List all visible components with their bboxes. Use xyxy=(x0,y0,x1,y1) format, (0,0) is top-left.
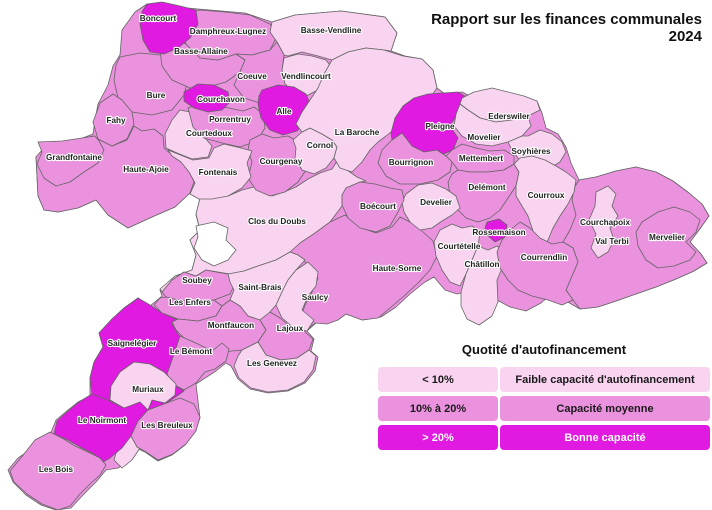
commune-label-la-baroche: La Baroche xyxy=(335,128,380,137)
commune-label-vendlincourt: Vendlincourt xyxy=(281,72,331,81)
legend-chip-low: < 10% xyxy=(378,367,498,392)
legend-desc-low: Faible capacité d'autofinancement xyxy=(500,367,710,392)
legend-chip-high: > 20% xyxy=(378,425,498,450)
commune-label-soyhieres: Soyhières xyxy=(511,147,551,156)
commune-saulcy xyxy=(275,261,319,332)
legend-title: Quotité d'autofinancement xyxy=(461,342,627,357)
commune-label-rossemaison: Rossemaison xyxy=(472,228,525,237)
commune-label-grandfontaine: Grandfontaine xyxy=(46,153,102,162)
commune-label-lajoux: Lajoux xyxy=(277,324,304,333)
commune-label-le-bemont: Le Bémont xyxy=(170,347,213,356)
commune-boecourt xyxy=(341,181,405,233)
legend-desc-high: Bonne capacité xyxy=(500,425,710,450)
commune-courchapoix xyxy=(588,185,619,259)
commune-label-courrendlin: Courrendlin xyxy=(521,253,567,262)
commune-label-courchavon: Courchavon xyxy=(197,95,245,104)
commune-label-val-terbi: Val Terbi xyxy=(595,237,629,246)
commune-label-basse-allaine: Basse-Allaine xyxy=(174,47,228,56)
commune-boncourt xyxy=(139,1,199,55)
commune-la-baroche xyxy=(295,47,438,173)
commune-label-les-genevez: Les Genevez xyxy=(247,359,297,368)
commune-label-soubey: Soubey xyxy=(182,276,212,285)
commune-label-pleigne: Pleigne xyxy=(425,122,455,131)
commune-les-genevez xyxy=(233,341,317,393)
commune-grandfontaine xyxy=(36,135,105,187)
commune-fontenais xyxy=(167,143,253,200)
commune-rossemaison xyxy=(484,218,508,243)
commune-le-bemont xyxy=(166,335,230,391)
commune-label-fontenais: Fontenais xyxy=(199,168,238,177)
commune-label-basse-vendline: Basse-Vendline xyxy=(301,26,362,35)
commune-label-les-bois: Les Bois xyxy=(39,465,74,474)
commune-label-les-breuleux: Les Breuleux xyxy=(141,421,193,430)
commune-label-boncourt: Boncourt xyxy=(140,14,177,23)
commune-courroux xyxy=(513,155,577,248)
commune-label-cornol: Cornol xyxy=(307,141,333,150)
commune-le-noirmont xyxy=(53,393,149,465)
legend-desc-mid: Capacité moyenne xyxy=(500,396,710,421)
commune-delemont xyxy=(447,163,520,223)
commune-bourrignon xyxy=(377,132,453,185)
commune-label-mettembert: Mettembert xyxy=(459,154,503,163)
commune-label-le-noirmont: Le Noirmont xyxy=(78,416,126,425)
commune-fahy xyxy=(92,93,135,147)
commune-label-courroux: Courroux xyxy=(528,191,565,200)
commune-label-boecourt: Boécourt xyxy=(360,202,396,211)
commune-label-bourrignon: Bourrignon xyxy=(389,158,434,167)
commune-develier xyxy=(401,182,461,231)
commune-label-saignelegier: Saignelégier xyxy=(108,339,158,348)
commune-label-movelier: Movelier xyxy=(467,133,501,142)
legend: Quotité d'autofinancement < 10% Faible c… xyxy=(378,342,710,454)
commune-label-saulcy: Saulcy xyxy=(302,293,329,302)
commune-label-ederswiler: Ederswiler xyxy=(488,112,530,121)
commune-label-courchapoix: Courchapoix xyxy=(580,218,630,227)
commune-label-courgenay: Courgenay xyxy=(260,157,303,166)
commune-label-saint-brais: Saint-Brais xyxy=(238,283,282,292)
commune-label-chatillon: Châtillon xyxy=(464,260,499,269)
commune-chatillon xyxy=(460,245,506,326)
commune-label-alle: Alle xyxy=(276,107,291,116)
commune-label-montfaucon: Montfaucon xyxy=(208,321,254,330)
legend-row-high: > 20% Bonne capacité xyxy=(378,425,710,450)
commune-label-mervelier: Mervelier xyxy=(649,233,686,242)
commune-label-coeuve: Coeuve xyxy=(237,72,267,81)
map-hole-enclave xyxy=(193,221,237,267)
commune-label-courtedoux: Courtedoux xyxy=(186,129,232,138)
commune-mervelier xyxy=(635,206,701,269)
commune-label-develier: Develier xyxy=(420,198,453,207)
legend-row-mid: 10% à 20% Capacité moyenne xyxy=(378,396,710,421)
commune-les-bois xyxy=(9,431,107,510)
commune-label-courtetelle: Courtételle xyxy=(438,242,481,251)
commune-courrendlin xyxy=(496,221,579,306)
commune-label-haute-sorne: Haute-Sorne xyxy=(373,264,422,273)
commune-label-haute-ajoie: Haute-Ajoie xyxy=(123,165,169,174)
commune-label-bure: Bure xyxy=(147,91,166,100)
commune-les-breuleux xyxy=(130,397,201,461)
commune-label-muriaux: Muriaux xyxy=(132,385,164,394)
commune-label-delemont: Delémont xyxy=(468,183,506,192)
commune-label-fahy: Fahy xyxy=(106,116,126,125)
commune-label-clos-du-doubs: Clos du Doubs xyxy=(248,217,306,226)
commune-courchavon xyxy=(183,83,231,113)
commune-courtedoux xyxy=(164,109,213,160)
commune-label-damphreux-lugnez: Damphreux-Lugnez xyxy=(190,27,266,36)
commune-label-porrentruy: Porrentruy xyxy=(209,115,251,124)
commune-courgenay xyxy=(247,133,311,197)
legend-chip-mid: 10% à 20% xyxy=(378,396,498,421)
commune-label-les-enfers: Les Enfers xyxy=(169,298,211,307)
page-title: Rapport sur les finances communales 2024 xyxy=(431,11,702,45)
legend-row-low: < 10% Faible capacité d'autofinancement xyxy=(378,367,710,392)
